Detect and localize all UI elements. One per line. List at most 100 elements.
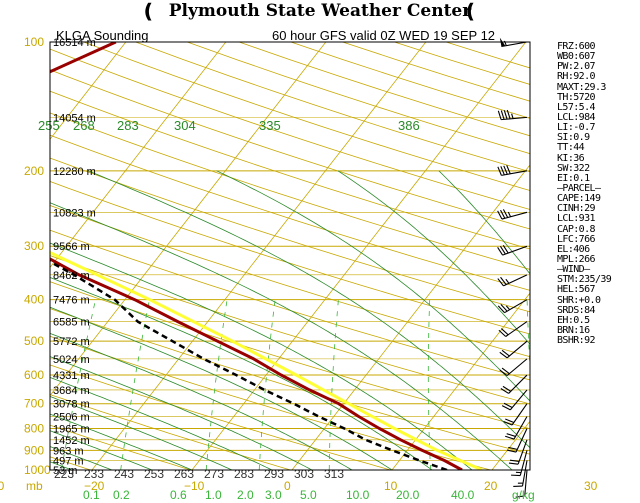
mixing-ratio-label: 0.1 xyxy=(83,488,100,502)
height-label: 16514 m xyxy=(53,37,96,49)
height-label: 1452 m xyxy=(53,435,90,447)
barb-flag xyxy=(506,449,517,453)
mixing-ratio-unit-label: g/kg xyxy=(512,488,535,502)
mixing-ratio-line xyxy=(120,299,150,470)
dry-adiabat-lines xyxy=(50,42,530,470)
moist-adiabat-line xyxy=(50,202,513,470)
barb-flag xyxy=(501,349,510,357)
barb-flag xyxy=(501,367,510,375)
moist-adiabat-line xyxy=(50,376,273,470)
wind-barb xyxy=(499,358,528,377)
height-label: 1965 m xyxy=(53,424,90,436)
theta-label-top: 304 xyxy=(174,118,196,133)
dry-adiabat-line xyxy=(50,308,530,455)
barb-flag xyxy=(497,166,502,176)
barb-flag xyxy=(503,402,513,409)
barb-staff xyxy=(501,211,528,220)
height-label: 963 m xyxy=(53,445,84,457)
moist-adiabat-line xyxy=(50,276,433,470)
dry-adiabat-line xyxy=(50,424,191,470)
parameter-line: CAP:0.8 xyxy=(557,224,596,235)
dry-adiabat-line xyxy=(50,69,530,230)
dry-adiabat-line xyxy=(50,157,530,313)
dry-adiabat-line xyxy=(50,281,530,430)
barb-staff xyxy=(515,428,528,453)
barb-staff xyxy=(505,321,528,337)
parameter-line: FRZ:600 xyxy=(557,42,596,52)
flag-right-icon: ❪ xyxy=(462,0,479,23)
height-label: 14054 m xyxy=(53,112,96,124)
height-label: 9566 m xyxy=(53,241,90,253)
moist-adiabat-line xyxy=(50,413,193,470)
pressure-unit-label: mb xyxy=(26,479,43,493)
mixing-ratio-label: 5.0 xyxy=(300,488,317,502)
theta-label-bottom: 313 xyxy=(324,467,344,481)
barb-flag xyxy=(506,165,511,175)
barb-staff xyxy=(502,245,528,256)
moist-adiabat-line xyxy=(337,170,530,345)
parameter-line: MAXT:29.3 xyxy=(557,82,606,93)
barb-flag xyxy=(497,278,504,287)
wind-barb xyxy=(497,244,528,256)
height-label: 497 m xyxy=(53,455,84,467)
wind-barb xyxy=(508,439,528,465)
isotherm-line xyxy=(91,42,427,470)
wind-barb xyxy=(497,274,528,287)
wind-barb xyxy=(497,299,528,314)
barb-staff xyxy=(503,274,528,287)
pressure-label: 100 xyxy=(24,35,44,49)
barb-flag xyxy=(498,329,507,337)
parameter-line: BSHR:92 xyxy=(557,336,596,347)
height-label: 5772 m xyxy=(53,336,90,348)
barb-staff xyxy=(517,439,528,465)
moist-adiabat-line xyxy=(216,170,530,402)
theta-label-bottom: 253 xyxy=(144,467,164,481)
isotherm-line xyxy=(50,42,127,140)
mixing-ratio-label: 0.6 xyxy=(170,488,187,502)
height-label: 10823 m xyxy=(53,207,96,219)
height-label: 2506 m xyxy=(53,412,90,424)
theta-label-top: 335 xyxy=(259,118,281,133)
parameter-line: EL:406 xyxy=(557,244,590,255)
barb-flag xyxy=(497,247,504,256)
barb-staff xyxy=(501,116,528,121)
mixing-ratio-line xyxy=(427,299,431,470)
height-label: 3684 m xyxy=(53,385,90,397)
temperature-tick-label: −20 xyxy=(84,479,105,493)
isotherm-line xyxy=(291,164,530,470)
barb-flag xyxy=(508,446,518,450)
parameter-line: STM:235/39 xyxy=(557,275,612,286)
pressure-label: 600 xyxy=(24,368,44,382)
wind-barb xyxy=(513,460,528,488)
barb-staff xyxy=(521,460,528,487)
isotherm-line xyxy=(50,42,327,397)
page-title: Plymouth State Weather Center xyxy=(168,1,472,21)
dry-adiabat-line xyxy=(50,394,291,470)
height-label: 7476 m xyxy=(53,295,90,307)
parameter-line: SI:0.9 xyxy=(557,133,590,144)
parameter-line: SW:322 xyxy=(557,163,590,174)
height-label: 4331 m xyxy=(53,370,90,382)
dry-adiabat-line xyxy=(50,90,530,250)
barb-flag xyxy=(502,385,512,392)
mixing-ratio-line xyxy=(61,299,96,470)
moist-adiabat-line xyxy=(50,332,353,470)
barb-flag xyxy=(503,165,508,175)
wind-barb xyxy=(501,389,528,411)
theta-label-top: 268 xyxy=(73,118,95,133)
parameter-line: —WIND— xyxy=(557,265,590,276)
barb-flag xyxy=(508,462,519,465)
moist-adiabat-line xyxy=(50,396,233,470)
parameter-line: LI:-0.7 xyxy=(557,123,596,134)
mixing-ratio-label: 10.0 xyxy=(346,488,370,502)
mixing-ratio-label: 0.2 xyxy=(113,488,130,502)
barb-flag xyxy=(500,276,507,285)
mixing-ratio-line xyxy=(205,299,228,470)
dry-adiabat-line xyxy=(50,335,491,470)
theta-label-bottom: 263 xyxy=(174,467,194,481)
barb-flag xyxy=(500,110,505,120)
barb-flag xyxy=(503,420,513,426)
pressure-label: 900 xyxy=(24,443,44,457)
mixing-ratio-line xyxy=(328,299,339,470)
